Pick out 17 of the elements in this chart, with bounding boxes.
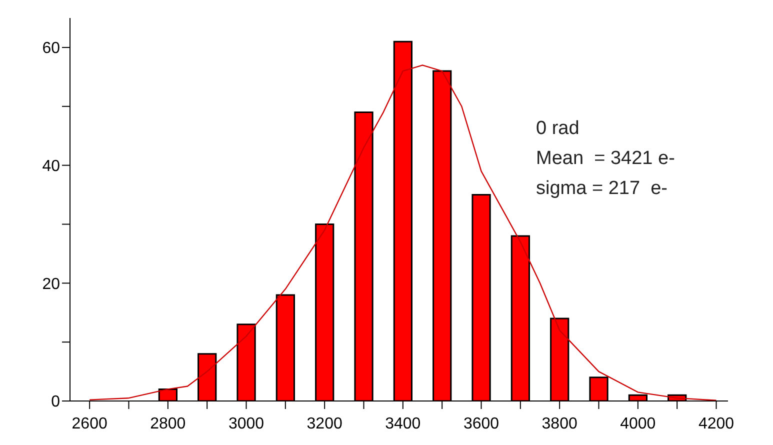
x-tick-label: 3400 <box>385 415 421 432</box>
y-tick-label: 40 <box>42 158 60 175</box>
x-tick-label: 3200 <box>306 415 342 432</box>
y-tick-label: 60 <box>42 40 60 58</box>
x-tick-label: 3000 <box>228 415 264 432</box>
x-tick-label: 3800 <box>542 415 578 432</box>
annotation: sigma = 217 e- <box>536 177 668 201</box>
x-tick-label: 2800 <box>150 415 186 432</box>
y-tick-label: 20 <box>42 276 60 293</box>
annotation: 0 rad <box>536 117 580 141</box>
x-tick-label: 3600 <box>463 415 500 432</box>
x-tick-label: 4200 <box>698 415 734 432</box>
x-tick-label: 4000 <box>620 415 656 432</box>
line-series <box>88 64 717 401</box>
annotation: Mean = 3421 e- <box>536 147 675 171</box>
y-tick-label: 0 <box>51 394 60 411</box>
x-tick-label: 2600 <box>72 415 108 432</box>
